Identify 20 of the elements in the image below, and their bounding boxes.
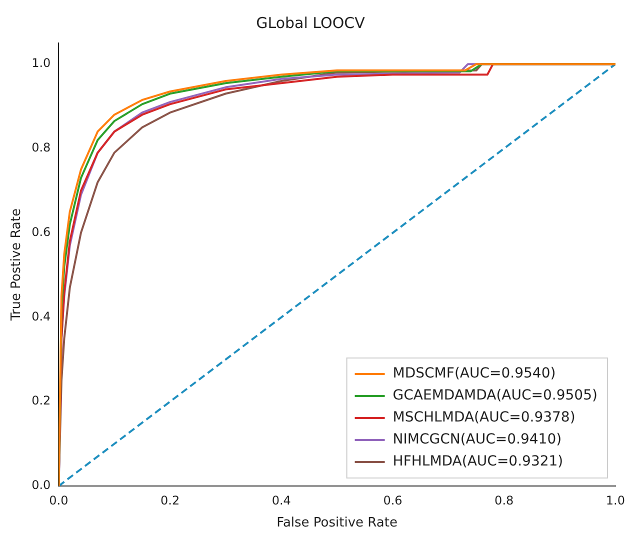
y-tick-label: 0.4 <box>32 309 51 324</box>
y-tick-label: 0.6 <box>32 224 51 239</box>
x-tick-label: 0.8 <box>494 493 514 508</box>
x-tick-label: 0.2 <box>160 493 180 508</box>
x-axis-title: False Positive Rate <box>276 516 398 531</box>
chart-title: GLobal LOOCV <box>256 14 366 32</box>
x-tick-label: 0.4 <box>272 493 291 508</box>
y-tick-label: 0.0 <box>32 478 51 492</box>
x-tick-label: 1.0 <box>606 493 626 508</box>
x-tick-label: 0.6 <box>383 493 402 508</box>
y-tick-label: 0.8 <box>32 140 51 155</box>
y-axis-title: True Postive Rate <box>9 208 24 322</box>
x-tick-label: 0.0 <box>49 493 68 508</box>
legend-label: MSCHLMDA(AUC=0.9378) <box>392 410 576 426</box>
legend-label: MDSCMF(AUC=0.9540) <box>392 366 556 382</box>
y-tick-label: 0.2 <box>32 394 51 408</box>
legend-label: NIMCGCN(AUC=0.9410) <box>392 432 562 448</box>
legend-label: GCAEMDAMDA(AUC=0.9505) <box>392 388 598 404</box>
y-tick-label: 1.0 <box>32 56 51 70</box>
legend-label: HFHLMDA(AUC=0.9321) <box>392 454 564 470</box>
